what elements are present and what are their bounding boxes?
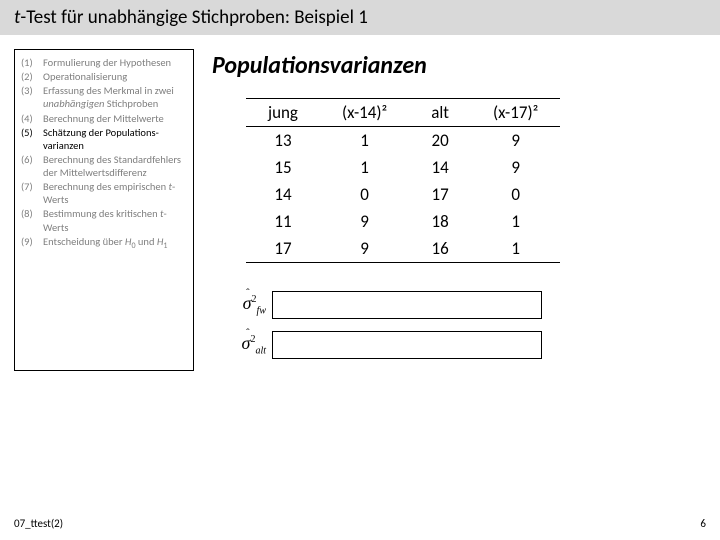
table-row: 179161: [246, 235, 560, 263]
table-cell: 1: [320, 154, 409, 181]
step-row: (8)Bestimmung des kritischen t-Werts: [21, 207, 187, 233]
table-row: 119181: [246, 208, 560, 235]
title-rest: -Test für unabhängige Stichproben: Beisp…: [20, 6, 367, 29]
step-number: (9): [21, 235, 43, 251]
footer-left: 07_ttest(2): [14, 517, 63, 530]
table-cell: 0: [471, 181, 560, 208]
formula-area: ˆσ2fw ˆσ2alt: [232, 291, 706, 359]
table-cell: 14: [246, 181, 320, 208]
table-cell: 1: [471, 235, 560, 263]
step-number: (7): [21, 180, 43, 206]
table-header-row: jung(x-14)²alt(x-17)²: [246, 99, 560, 127]
data-table: jung(x-14)²alt(x-17)² 131209151149140170…: [246, 98, 560, 263]
table-cell: 14: [409, 154, 471, 181]
step-number: (3): [21, 84, 43, 110]
formula-row: ˆσ2fw: [232, 291, 706, 319]
formula-row: ˆσ2alt: [232, 331, 706, 359]
table-cell: 18: [409, 208, 471, 235]
step-row: (6)Berechnung des Standardfehlers der Mi…: [21, 153, 187, 179]
step-number: (8): [21, 207, 43, 233]
step-number: (4): [21, 112, 43, 125]
step-text: Berechnung der Mittelwerte: [43, 112, 187, 125]
formula-label: ˆσ2alt: [232, 333, 272, 357]
formula-box: [272, 291, 542, 319]
step-text: Erfassung des Merkmal in zwei unabhängig…: [43, 84, 187, 110]
step-row: (1)Formulierung der Hypothesen: [21, 56, 187, 69]
step-number: (2): [21, 70, 43, 83]
content-area: (1)Formulierung der Hypothesen(2)Operati…: [0, 35, 720, 371]
table-cell: 1: [320, 127, 409, 155]
step-text: Formulierung der Hypothesen: [43, 56, 187, 69]
step-number: (1): [21, 56, 43, 69]
table-header-cell: jung: [246, 99, 320, 127]
table-header-cell: alt: [409, 99, 471, 127]
table-cell: 17: [409, 181, 471, 208]
step-row: (3)Erfassung des Merkmal in zwei unabhän…: [21, 84, 187, 110]
step-text: Berechnung des empirischen t-Werts: [43, 180, 187, 206]
table-header-cell: (x-17)²: [471, 99, 560, 127]
table-cell: 17: [246, 235, 320, 263]
step-text: Bestimmung des kritischen t-Werts: [43, 207, 187, 233]
formula-label: ˆσ2fw: [232, 293, 272, 317]
right-panel: Populationsvarianzen jung(x-14)²alt(x-17…: [212, 49, 706, 371]
footer: 07_ttest(2) 6: [14, 517, 706, 530]
table-cell: 11: [246, 208, 320, 235]
step-row: (9)Entscheidung über H0 und H1: [21, 235, 187, 251]
table-row: 151149: [246, 154, 560, 181]
table-cell: 1: [471, 208, 560, 235]
formula-box: [272, 331, 542, 359]
step-row: (2)Operationalisierung: [21, 70, 187, 83]
table-cell: 13: [246, 127, 320, 155]
step-number: (6): [21, 153, 43, 179]
footer-right: 6: [700, 517, 706, 530]
steps-box: (1)Formulierung der Hypothesen(2)Operati…: [14, 49, 194, 371]
section-heading: Populationsvarianzen: [212, 51, 706, 80]
step-row: (4)Berechnung der Mittelwerte: [21, 112, 187, 125]
step-text: Berechnung des Standardfehlers der Mitte…: [43, 153, 187, 179]
table-cell: 16: [409, 235, 471, 263]
step-text: Schätzung der Populations-varianzen: [43, 126, 187, 152]
table-cell: 9: [320, 235, 409, 263]
slide-title: t-Test für unabhängige Stichproben: Beis…: [0, 0, 720, 35]
table-row: 140170: [246, 181, 560, 208]
table-cell: 9: [320, 208, 409, 235]
step-text: Operationalisierung: [43, 70, 187, 83]
table-row: 131209: [246, 127, 560, 155]
table-cell: 15: [246, 154, 320, 181]
table-cell: 0: [320, 181, 409, 208]
table-header-cell: (x-14)²: [320, 99, 409, 127]
table-cell: 9: [471, 127, 560, 155]
step-number: (5): [21, 126, 43, 152]
step-row: (5)Schätzung der Populations-varianzen: [21, 126, 187, 152]
table-body: 131209151149140170119181179161: [246, 127, 560, 263]
table-cell: 9: [471, 154, 560, 181]
step-row: (7)Berechnung des empirischen t-Werts: [21, 180, 187, 206]
step-text: Entscheidung über H0 und H1: [43, 235, 187, 251]
table-cell: 20: [409, 127, 471, 155]
